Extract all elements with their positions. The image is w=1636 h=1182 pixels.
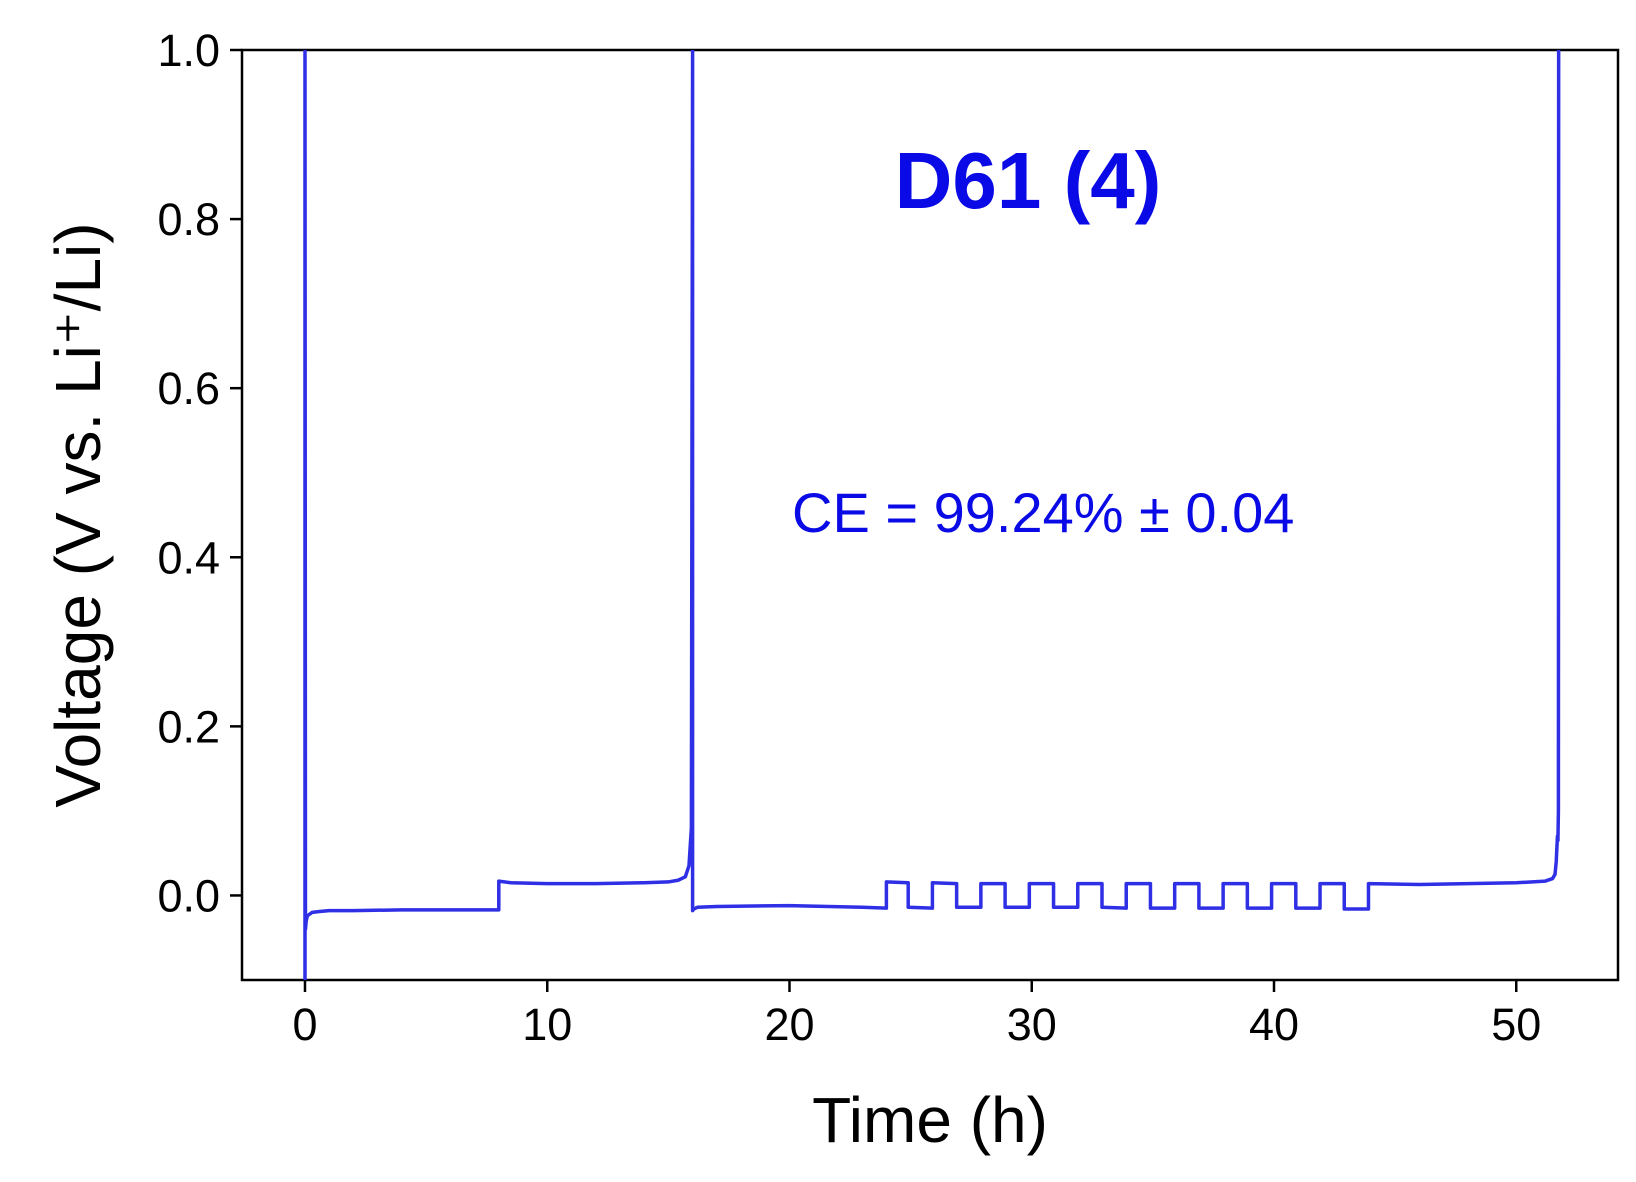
- y-axis: 0.0 0.2 0.4 0.6 0.8 1.0: [157, 25, 242, 921]
- ce-annotation: CE = 99.24% ± 0.04: [792, 481, 1294, 544]
- x-axis-title: Time (h): [812, 1084, 1048, 1156]
- y-tick-label: 1.0: [157, 25, 220, 76]
- y-tick-label: 0.8: [157, 194, 220, 245]
- plot-area: [240, 48, 1620, 982]
- x-tick-label: 0: [292, 999, 317, 1050]
- x-axis: 0 10 20 30 40 50: [292, 980, 1541, 1050]
- series-layer: [303, 50, 1561, 980]
- y-tick-label: 0.2: [157, 701, 220, 752]
- x-tick-label: 20: [764, 999, 814, 1050]
- y-tick-label: 0.0: [157, 870, 220, 921]
- y-tick-label: 0.4: [157, 532, 220, 583]
- y-tick-label: 0.6: [157, 363, 220, 414]
- sample-label: D61 (4): [895, 136, 1162, 225]
- x-tick-label: 40: [1249, 999, 1299, 1050]
- x-tick-label: 10: [522, 999, 572, 1050]
- x-tick-label: 50: [1491, 999, 1541, 1050]
- y-axis-title: Voltage (V vs. Li⁺/Li): [42, 222, 114, 807]
- plot-frame: [240, 48, 1620, 982]
- x-tick-label: 30: [1007, 999, 1057, 1050]
- voltage-series-line: [303, 50, 1561, 980]
